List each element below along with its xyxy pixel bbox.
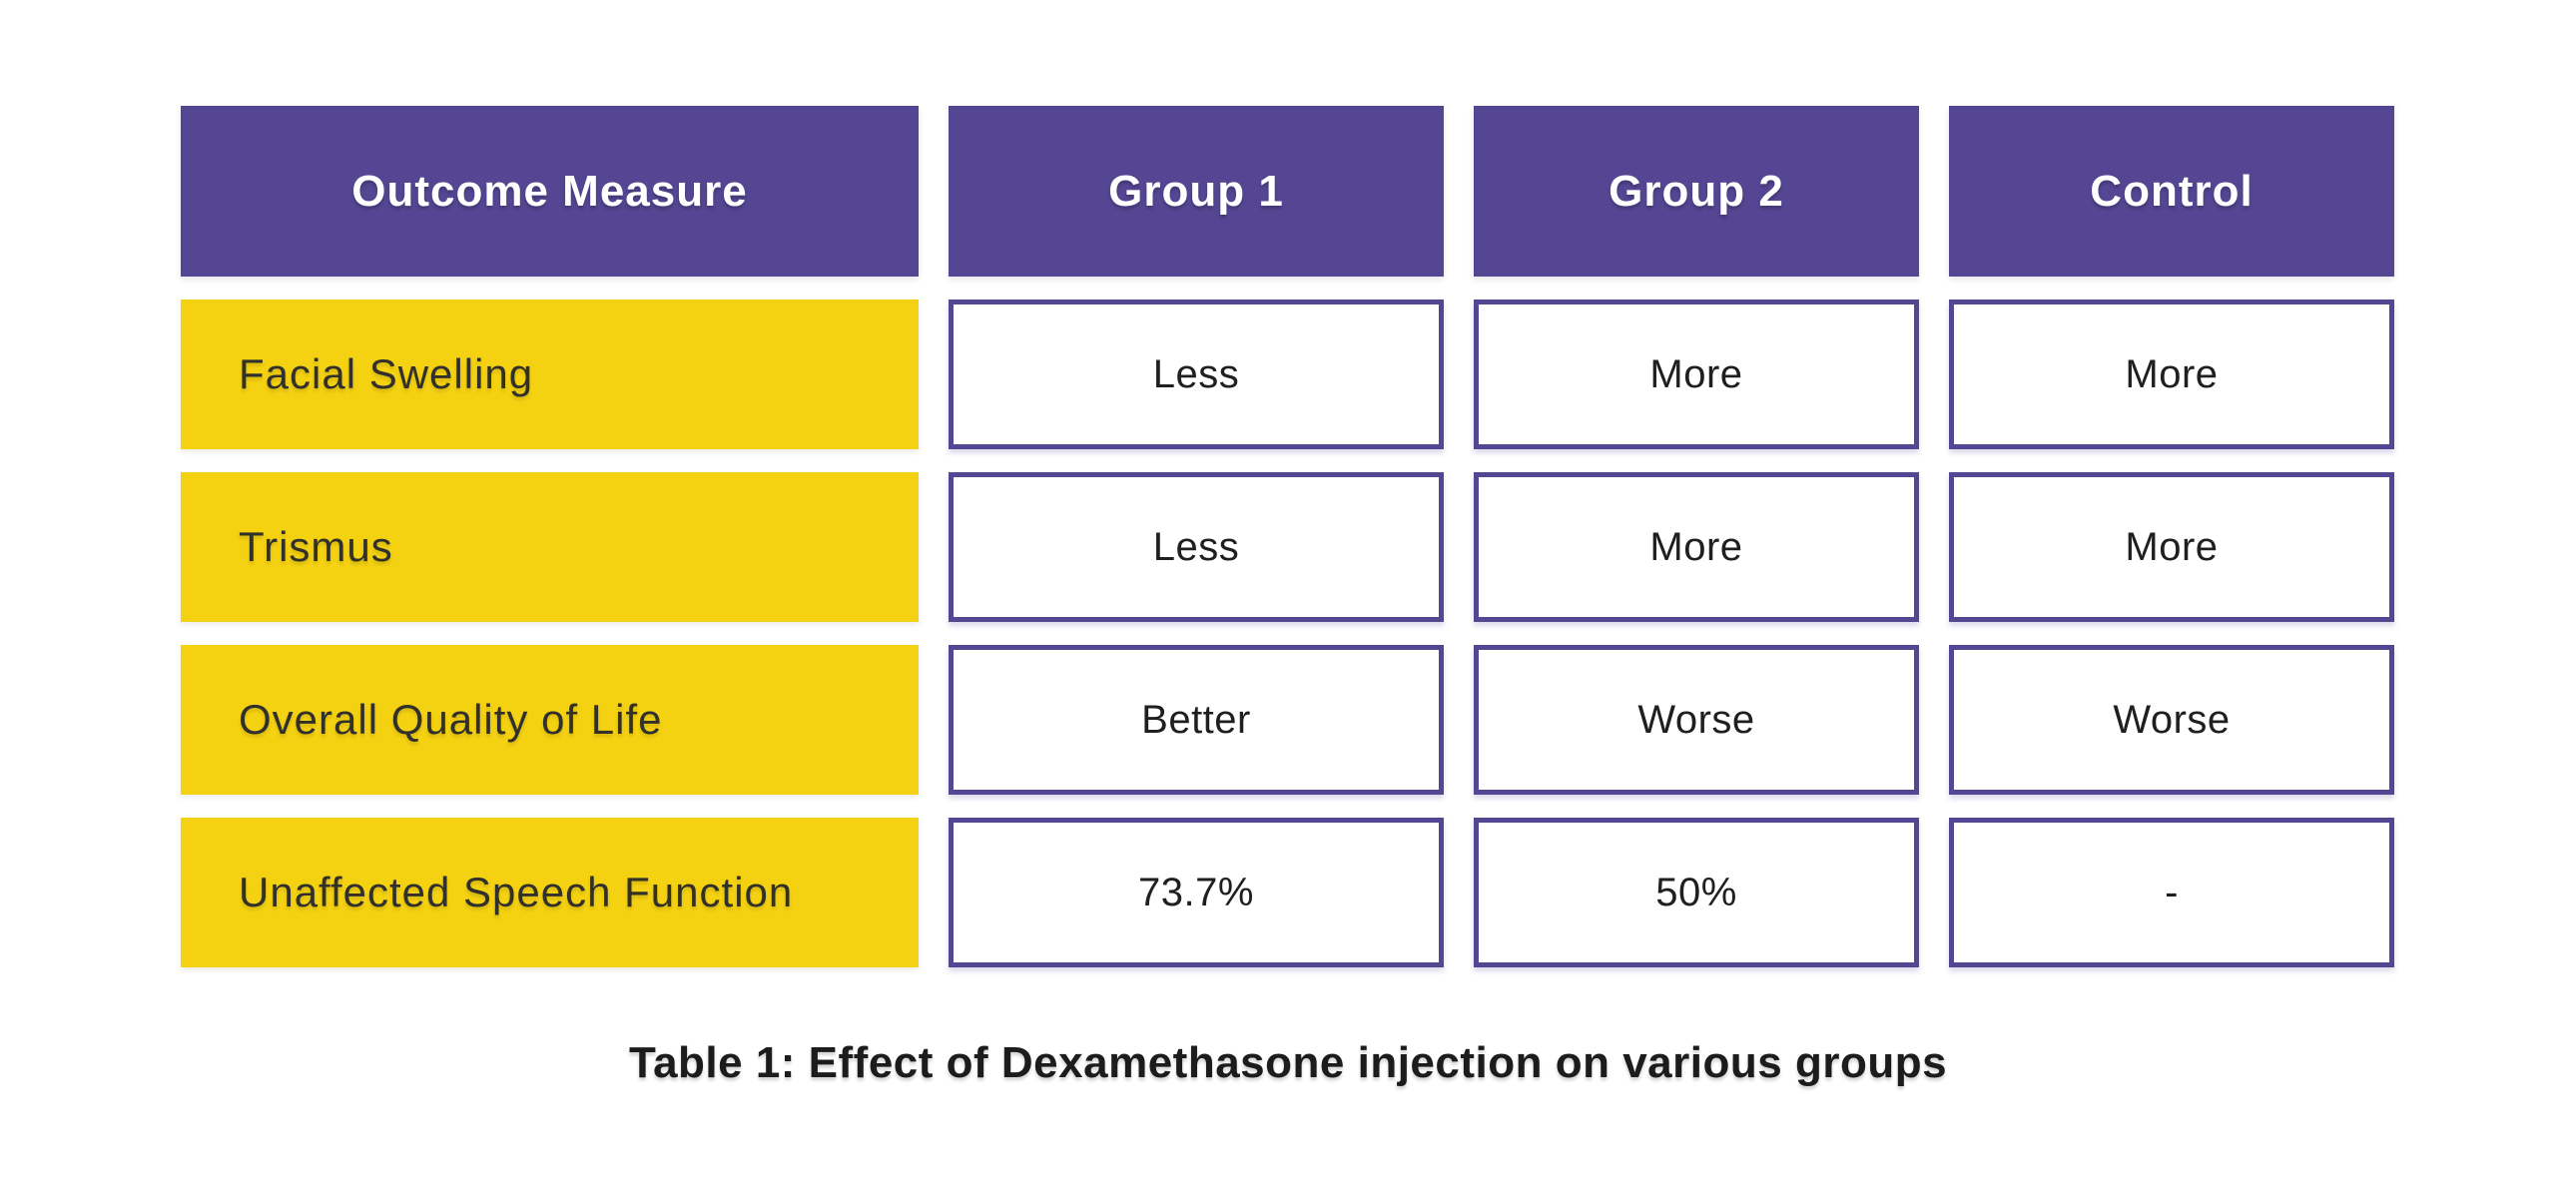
- cell-facial-swelling-group-1: Less: [949, 300, 1444, 449]
- cell-facial-swelling-control: More: [1949, 300, 2394, 449]
- outcomes-table: Outcome Measure Group 1 Group 2 Control …: [181, 106, 2394, 967]
- cell-speech-function-control: -: [1949, 818, 2394, 967]
- row-label-unaffected-speech-function: Unaffected Speech Function: [181, 818, 919, 967]
- cell-speech-function-group-1: 73.7%: [949, 818, 1444, 967]
- cell-quality-of-life-control: Worse: [1949, 645, 2394, 795]
- cell-speech-function-group-2: 50%: [1474, 818, 1919, 967]
- cell-trismus-group-1: Less: [949, 472, 1444, 622]
- cell-trismus-control: More: [1949, 472, 2394, 622]
- row-label-trismus: Trismus: [181, 472, 919, 622]
- table-caption: Table 1: Effect of Dexamethasone injecti…: [628, 1038, 1948, 1087]
- row-label-overall-quality-of-life: Overall Quality of Life: [181, 645, 919, 795]
- cell-facial-swelling-group-2: More: [1474, 300, 1919, 449]
- column-header-group-1: Group 1: [949, 106, 1444, 277]
- row-label-facial-swelling: Facial Swelling: [181, 300, 919, 449]
- column-header-control: Control: [1949, 106, 2394, 277]
- column-header-group-2: Group 2: [1474, 106, 1919, 277]
- cell-quality-of-life-group-2: Worse: [1474, 645, 1919, 795]
- column-header-outcome-measure: Outcome Measure: [181, 106, 919, 277]
- cell-trismus-group-2: More: [1474, 472, 1919, 622]
- cell-quality-of-life-group-1: Better: [949, 645, 1444, 795]
